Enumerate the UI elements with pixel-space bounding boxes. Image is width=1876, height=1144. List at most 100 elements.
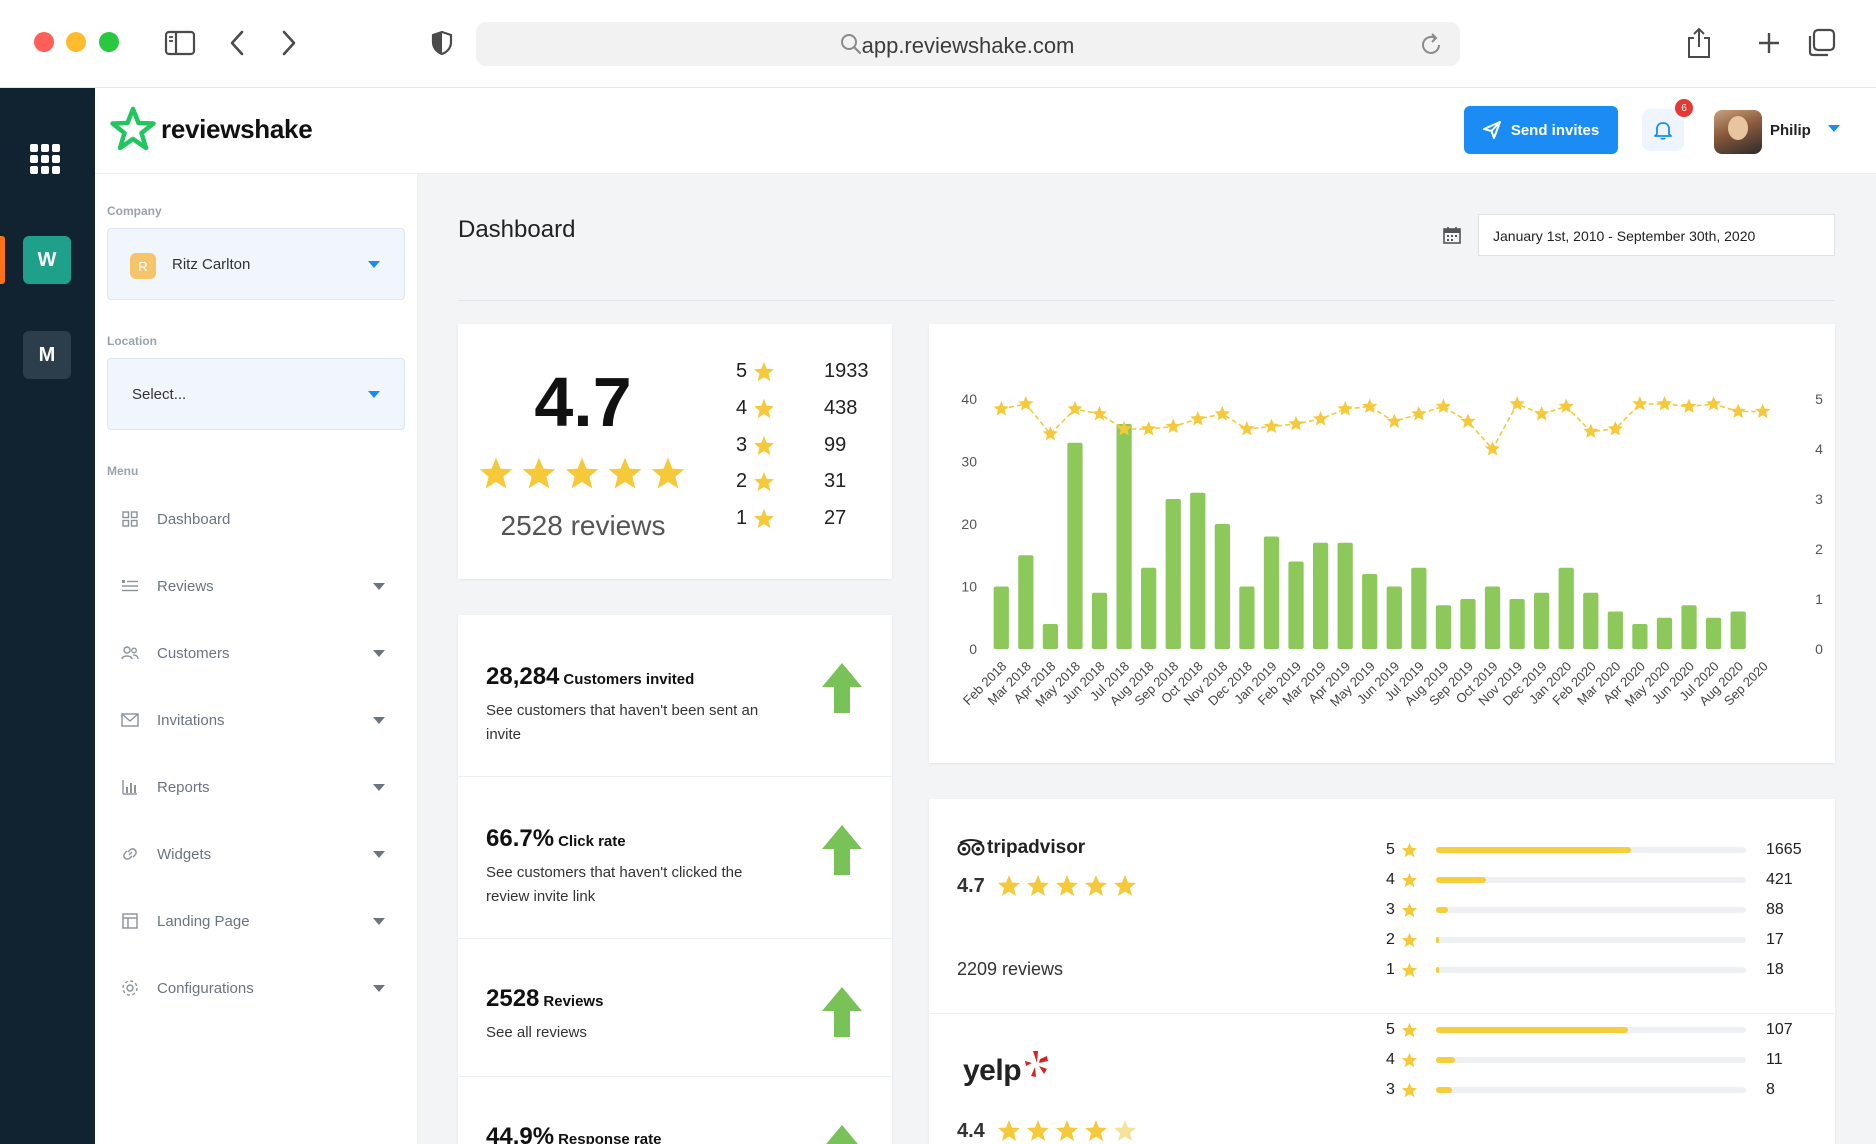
stat-row-reviews[interactable]: 2528 Reviews See all reviews bbox=[458, 939, 892, 1077]
logo-text: reviewshake bbox=[161, 113, 313, 144]
chart-bar bbox=[1411, 567, 1427, 649]
back-arrow-icon[interactable] bbox=[226, 26, 248, 60]
tab-overview-icon[interactable] bbox=[1806, 26, 1836, 60]
chart-bar bbox=[1558, 567, 1574, 649]
sidebar-item-invitations[interactable]: Invitations bbox=[107, 703, 405, 737]
maximize-window-button[interactable] bbox=[99, 32, 119, 52]
rating-bar-row: 2 17 bbox=[1386, 929, 1826, 951]
sidebar-item-label: Invitations bbox=[157, 711, 225, 729]
location-select[interactable]: Select... bbox=[107, 358, 405, 430]
calendar-icon[interactable] bbox=[1443, 226, 1461, 249]
rating-bar-count: 17 bbox=[1766, 931, 1784, 948]
rating-level: 4 bbox=[1386, 1051, 1395, 1068]
bell-icon bbox=[1654, 122, 1672, 140]
minimize-window-button[interactable] bbox=[66, 32, 86, 52]
stat-title: 28,284 Customers invited bbox=[486, 663, 694, 691]
sidebar-item-dashboard[interactable]: Dashboard bbox=[107, 502, 405, 536]
star-icon bbox=[1056, 875, 1078, 896]
date-range-input[interactable]: January 1st, 2010 - September 30th, 2020 bbox=[1478, 214, 1835, 256]
workspace-w-button[interactable]: W bbox=[23, 236, 71, 284]
chart-bar bbox=[1018, 555, 1034, 649]
reload-icon[interactable] bbox=[1418, 32, 1444, 63]
star-icon bbox=[754, 398, 775, 418]
sidebar-item-reports[interactable]: Reports bbox=[107, 770, 405, 804]
stat-label: Reviews bbox=[543, 993, 604, 1010]
sidebar-item-configurations[interactable]: Configurations bbox=[107, 971, 405, 1005]
reviewshake-logo[interactable]: reviewshake bbox=[109, 106, 313, 152]
rating-level: 4 bbox=[736, 396, 748, 419]
star-icon bbox=[998, 1120, 1020, 1141]
rating-bar-count: 1665 bbox=[1766, 841, 1802, 858]
star-icon bbox=[1401, 1022, 1418, 1038]
avatar[interactable] bbox=[1714, 110, 1762, 154]
stat-title: 66.7% Click rate bbox=[486, 825, 626, 853]
star-half-icon bbox=[651, 457, 685, 489]
share-icon[interactable] bbox=[1685, 26, 1713, 60]
star-icon bbox=[754, 508, 775, 528]
address-bar[interactable]: app.reviewshake.com bbox=[476, 22, 1460, 66]
company-select-value: Ritz Carlton bbox=[172, 256, 251, 273]
sidebar-item-landing-page[interactable]: Landing Page bbox=[107, 904, 405, 938]
company-select[interactable]: R Ritz Carlton bbox=[107, 228, 405, 300]
star-icon bbox=[522, 457, 556, 489]
grid-icon bbox=[121, 510, 139, 528]
layout-icon bbox=[121, 912, 139, 930]
chevron-down-icon bbox=[373, 649, 385, 657]
star-icon bbox=[1401, 1052, 1418, 1068]
chart-bar bbox=[1386, 586, 1402, 649]
owl-icon bbox=[957, 839, 985, 856]
rating-bar-row: 4 421 bbox=[1386, 869, 1826, 891]
sidebar-item-customers[interactable]: Customers bbox=[107, 636, 405, 670]
chevron-down-icon[interactable] bbox=[1828, 125, 1840, 132]
rating-point-star bbox=[1042, 426, 1058, 441]
chart-bar bbox=[1190, 492, 1206, 649]
star-icon bbox=[1027, 1120, 1049, 1141]
forward-arrow-icon[interactable] bbox=[278, 26, 300, 60]
sidebar-item-widgets[interactable]: Widgets bbox=[107, 837, 405, 871]
close-window-button[interactable] bbox=[34, 32, 54, 52]
rating-bar-count: 18 bbox=[1766, 961, 1784, 978]
y2-tick-label: 5 bbox=[1815, 391, 1823, 407]
rating-bar-fill bbox=[1436, 877, 1486, 883]
stat-row-invited[interactable]: 28,284 Customers invited See customers th… bbox=[458, 615, 892, 777]
location-label: Location bbox=[107, 334, 157, 348]
user-name[interactable]: Philip bbox=[1770, 122, 1811, 139]
rating-level: 2 bbox=[1386, 931, 1395, 948]
rating-point-star bbox=[993, 401, 1009, 416]
send-invites-button[interactable]: Send invites bbox=[1464, 106, 1618, 154]
star-icon bbox=[1401, 932, 1418, 948]
arrow-up-icon bbox=[822, 987, 862, 1037]
workspace-m-button[interactable]: M bbox=[23, 331, 71, 379]
rating-point-star bbox=[1607, 421, 1623, 436]
sidebar-toggle-icon[interactable] bbox=[163, 26, 197, 60]
platform-tripadvisor[interactable]: tripadvisor 4.7 2209 reviews 5 1665 4 421 3 8… bbox=[929, 799, 1835, 1014]
stat-row-click-rate[interactable]: 66.7% Click rate See customers that haven… bbox=[458, 777, 892, 939]
chart-bar bbox=[1730, 611, 1746, 649]
star-icon bbox=[479, 457, 513, 489]
rating-bar-fill bbox=[1436, 937, 1440, 943]
sidebar-item-label: Reviews bbox=[157, 577, 214, 595]
notifications-button[interactable] bbox=[1642, 109, 1684, 151]
rating-point-star bbox=[1288, 416, 1304, 431]
chart-bar bbox=[1583, 592, 1599, 649]
star-icon bbox=[1085, 875, 1107, 896]
rating-point-star bbox=[1681, 398, 1697, 413]
apps-grid-icon[interactable] bbox=[30, 144, 60, 174]
rating-point-star bbox=[1755, 403, 1771, 418]
stat-row-response-rate[interactable]: 44.9% Response rate bbox=[458, 1077, 892, 1144]
overall-stars bbox=[478, 456, 686, 490]
privacy-shield-icon[interactable] bbox=[429, 26, 455, 60]
chart-bar bbox=[1239, 586, 1255, 649]
stat-description: See customers that haven't been sent an … bbox=[486, 702, 759, 743]
rating-point-star bbox=[1362, 398, 1378, 413]
rating-distribution-row: 1 27 bbox=[736, 503, 846, 533]
star-half-icon bbox=[1114, 875, 1136, 896]
stats-card: 28,284 Customers invited See customers th… bbox=[458, 615, 892, 1144]
y-tick-label: 40 bbox=[961, 391, 977, 407]
new-tab-icon[interactable] bbox=[1756, 26, 1782, 60]
rating-distribution-row: 3 99 bbox=[736, 430, 846, 460]
sidebar-item-reviews[interactable]: Reviews bbox=[107, 569, 405, 603]
platform-yelp[interactable]: yelp 4.4 5 107 4 11 3 8 bbox=[929, 1014, 1835, 1144]
chart-bar bbox=[1263, 536, 1280, 649]
rating-bar-count: 11 bbox=[1766, 1051, 1783, 1068]
